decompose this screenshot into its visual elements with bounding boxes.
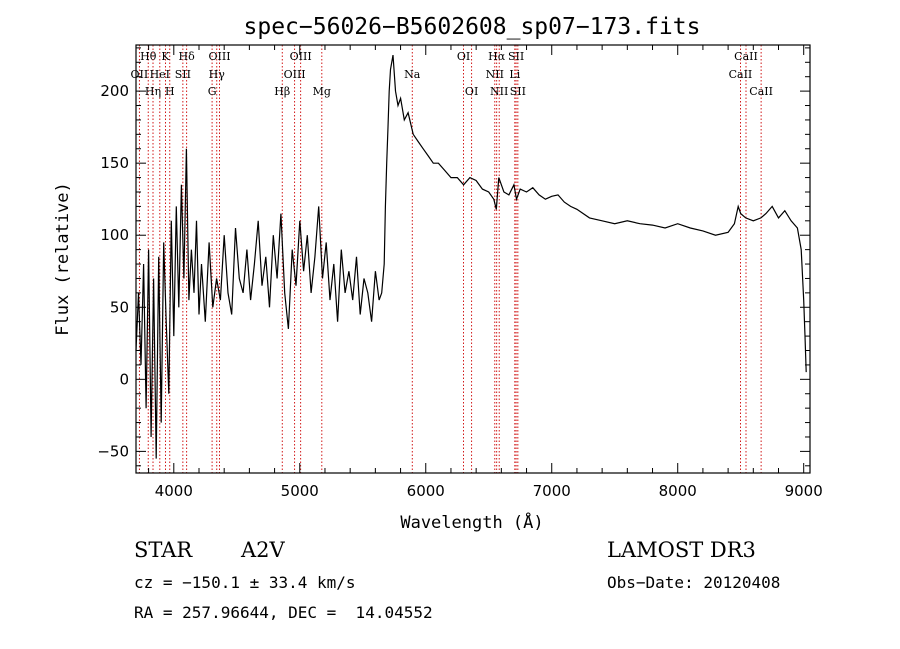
x-tick-label-3: 7000 <box>533 482 571 500</box>
line-label-10: OIII <box>208 50 230 63</box>
y-axis-label: Flux (relative) <box>53 182 73 336</box>
line-label-24: CaII <box>729 68 753 81</box>
spectral-line-markers <box>138 45 762 473</box>
line-label-2: Hη <box>145 85 161 98</box>
line-label-8: G <box>208 85 217 98</box>
line-label-6: SII <box>175 68 191 81</box>
x-tick-label-1: 5000 <box>281 482 319 500</box>
line-label-4: K <box>161 50 170 63</box>
redshift-velocity: cz = −150.1 ± 33.4 km/s <box>134 573 356 592</box>
x-tick-label-2: 6000 <box>407 482 445 500</box>
line-label-13: OIII <box>290 50 312 63</box>
line-label-7: Hδ <box>179 50 196 63</box>
line-label-3: HeI <box>150 68 170 81</box>
line-label-5: H <box>165 85 175 98</box>
y-tick-label-2: 50 <box>110 298 129 316</box>
x-tick-label-4: 8000 <box>659 482 697 500</box>
line-label-17: OI <box>465 85 478 98</box>
line-label-18: NII <box>486 68 504 81</box>
line-label-15: Na <box>404 68 421 81</box>
y-axis-ticks: −50 0 50 100 150 200 <box>97 47 810 467</box>
y-tick-label-1: 0 <box>119 370 129 388</box>
y-tick-label-0: −50 <box>97 442 129 460</box>
y-tick-label-3: 100 <box>100 226 129 244</box>
line-label-20: NII <box>490 85 508 98</box>
line-label-14: Mg <box>313 85 331 98</box>
line-label-19: Hα <box>488 50 506 63</box>
plot-frame <box>135 44 811 474</box>
survey-name: LAMOST DR3 <box>607 538 756 562</box>
line-label-21: Li <box>509 68 520 81</box>
spectrum-trace <box>135 54 807 459</box>
x-tick-label-0: 4000 <box>155 482 193 500</box>
observation-date: Obs−Date: 20120408 <box>607 573 781 592</box>
y-tick-label-5: 200 <box>100 82 129 100</box>
line-label-26: CaII <box>749 85 773 98</box>
sky-coordinates: RA = 257.96644, DEC = 14.04552 <box>134 603 433 622</box>
spectral-line-labels: HθOIIHηHeIKHSIIHδGHγOIIIHβOIIIOIIIMgNaOI… <box>131 50 773 98</box>
line-label-22: SII <box>508 50 524 63</box>
object-class: STAR <box>134 538 193 562</box>
x-axis-ticks: 4000 5000 6000 7000 8000 9000 <box>148 45 823 500</box>
x-axis-label: Wavelength (Å) <box>400 511 543 533</box>
x-tick-label-5: 9000 <box>785 482 823 500</box>
chart-title: spec−56026−B5602608_sp07−173.fits <box>244 14 701 40</box>
line-label-0: Hθ <box>140 50 157 63</box>
line-label-11: Hβ <box>274 85 290 98</box>
line-label-1: OII <box>131 68 149 81</box>
line-label-12: OIII <box>284 68 306 81</box>
y-tick-label-4: 150 <box>100 154 129 172</box>
object-subclass: A2V <box>241 538 285 562</box>
line-label-23: SII <box>510 85 526 98</box>
line-label-16: OI <box>457 50 470 63</box>
line-label-9: Hγ <box>209 68 226 81</box>
line-label-25: CaII <box>734 50 758 63</box>
